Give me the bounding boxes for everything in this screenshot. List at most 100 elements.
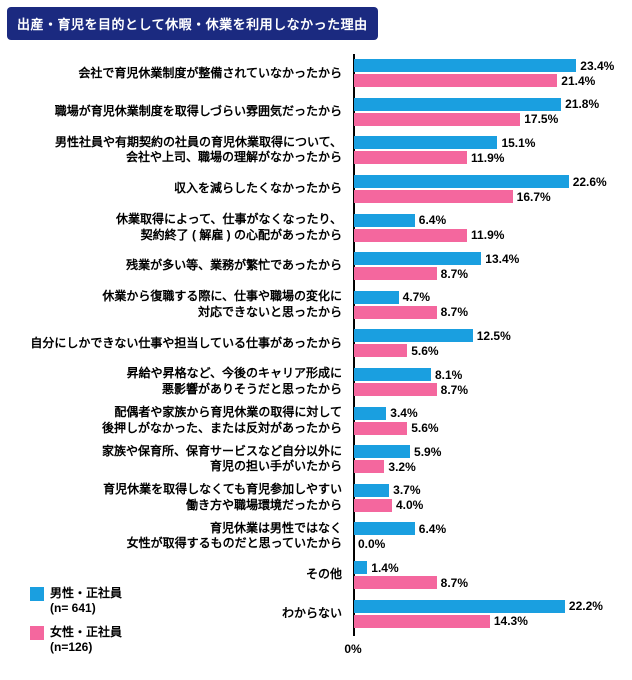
bar-female bbox=[354, 267, 437, 281]
bar-group: 1.4% 8.7% bbox=[354, 560, 632, 590]
bar-male bbox=[354, 406, 387, 420]
bar-line-female: 11.9% bbox=[354, 151, 632, 165]
category-label: 育児休業を取得しなくても育児参加しやすい 働き方や職場環境だったから bbox=[103, 482, 342, 512]
chart-row: 残業が多い等、業務が繁忙であったから 13.4% 8.7% bbox=[0, 247, 632, 286]
value-label-male: 3.4% bbox=[390, 406, 418, 421]
value-label-female: 16.7% bbox=[516, 189, 551, 204]
chart-row: 会社で育児休業制度が整備されていなかったから 23.4% 21.4% bbox=[0, 54, 632, 93]
legend-n-female: (n=126) bbox=[50, 640, 93, 654]
bar-female bbox=[354, 228, 468, 242]
bar-female bbox=[354, 344, 408, 358]
bar-group: 8.1% 8.7% bbox=[354, 368, 632, 397]
bar-chart: 会社で育児休業制度が整備されていなかったから 23.4% 21.4% 職場が育児休業制… bbox=[0, 54, 632, 674]
bar-line-female: 8.7% bbox=[354, 266, 632, 281]
bar-line-female: 8.7% bbox=[354, 575, 632, 590]
value-label-male: 6.4% bbox=[418, 521, 447, 536]
value-label-female: 0.0% bbox=[358, 536, 386, 551]
bar-female bbox=[354, 151, 468, 165]
bar-group: 13.4% 8.7% bbox=[354, 251, 632, 281]
bar-line-male: 21.8% bbox=[354, 97, 632, 112]
bar-male bbox=[354, 290, 399, 304]
value-label-male: 1.4% bbox=[371, 560, 399, 575]
bar-line-male: 1.4% bbox=[354, 560, 632, 575]
chart-row: その他 1.4% 8.7% bbox=[0, 556, 632, 595]
bar-male bbox=[354, 329, 473, 343]
bar-line-male: 23.4% bbox=[354, 59, 632, 73]
value-label-male: 4.7% bbox=[402, 290, 430, 305]
value-label-male: 22.2% bbox=[568, 599, 603, 614]
value-label-male: 22.6% bbox=[572, 174, 607, 189]
chart-rows: 会社で育児休業制度が整備されていなかったから 23.4% 21.4% 職場が育児休業制… bbox=[0, 54, 632, 633]
bar-female bbox=[354, 74, 558, 88]
bar-group: 15.1% 11.9% bbox=[354, 135, 632, 165]
chart-row: 休業から復職する際に、仕事や職場の変化に 対応できないと思ったから 4.7% 8.7… bbox=[0, 286, 632, 325]
bar-female bbox=[354, 498, 392, 512]
bar-line-male: 6.4% bbox=[354, 521, 632, 536]
bar-group: 5.9% 3.2% bbox=[354, 444, 632, 474]
bar-line-male: 15.1% bbox=[354, 135, 632, 150]
bar-line-female: 4.0% bbox=[354, 498, 632, 513]
bar-male bbox=[354, 483, 390, 497]
bar-male bbox=[354, 136, 498, 150]
bar-line-female: 11.9% bbox=[354, 228, 632, 243]
bar-female bbox=[354, 190, 513, 204]
value-label-female: 3.2% bbox=[388, 459, 416, 474]
value-label-female: 8.7% bbox=[440, 382, 468, 397]
bar-line-female: 21.4% bbox=[354, 73, 632, 88]
chart-row: 育児休業は男性ではなく 女性が取得するものだと思っていたから 6.4% 0.0% bbox=[0, 517, 632, 556]
bar-line-male: 22.6% bbox=[354, 174, 632, 189]
bar-male bbox=[354, 175, 569, 189]
bar-line-female: 16.7% bbox=[354, 189, 632, 204]
category-label: 残業が多い等、業務が繁忙であったから bbox=[126, 258, 342, 273]
bar-line-female: 5.6% bbox=[354, 421, 632, 436]
chart-row: 育児休業を取得しなくても育児参加しやすい 働き方や職場環境だったから 3.7% 4.… bbox=[0, 479, 632, 518]
bar-line-male: 4.7% bbox=[354, 290, 632, 305]
bar-group: 6.4% 0.0% bbox=[354, 521, 632, 551]
category-label: 昇給や昇格など、今後のキャリア形成に 悪影響がありそうだと思ったから bbox=[126, 366, 342, 397]
category-label: 男性社員や有期契約の社員の育児休業取得について、 会社や上司、職場の理解がなかっ… bbox=[54, 134, 342, 165]
value-label-male: 5.9% bbox=[414, 444, 442, 459]
bar-female bbox=[354, 576, 437, 590]
value-label-male: 12.5% bbox=[476, 328, 511, 343]
bar-female bbox=[354, 383, 437, 397]
bar-male bbox=[354, 445, 411, 459]
bar-line-male: 3.7% bbox=[354, 483, 632, 497]
bar-group: 3.7% 4.0% bbox=[354, 483, 632, 513]
value-label-female: 11.9% bbox=[471, 228, 505, 243]
value-label-male: 15.1% bbox=[501, 135, 536, 150]
bar-male bbox=[354, 252, 482, 266]
value-label-female: 5.6% bbox=[411, 421, 439, 436]
bar-line-female: 14.3% bbox=[354, 614, 632, 628]
bar-female bbox=[354, 460, 385, 474]
bar-line-female: 17.5% bbox=[354, 112, 632, 127]
bar-male bbox=[354, 561, 368, 575]
value-label-female: 8.7% bbox=[440, 575, 468, 590]
bar-male bbox=[354, 522, 415, 536]
value-label-female: 4.0% bbox=[396, 498, 424, 513]
value-label-female: 21.4% bbox=[561, 73, 596, 88]
value-label-female: 8.7% bbox=[440, 266, 468, 281]
bar-male bbox=[354, 213, 415, 227]
bar-female bbox=[354, 614, 490, 628]
chart-row: 収入を減らしたくなかったから 22.6% 16.7% bbox=[0, 170, 632, 209]
legend-label-female: 女性・正社員 bbox=[50, 625, 123, 639]
chart-row: 配偶者や家族から育児休業の取得に対して 後押しがなかった、または反対があったから… bbox=[0, 401, 632, 440]
value-label-male: 21.8% bbox=[565, 97, 600, 112]
bar-line-female: 3.2% bbox=[354, 459, 632, 474]
chart-row: 男性社員や有期契約の社員の育児休業取得について、 会社や上司、職場の理解がなかっ… bbox=[0, 131, 632, 170]
value-label-female: 17.5% bbox=[524, 112, 559, 127]
bar-male bbox=[354, 599, 565, 613]
category-label: 会社で育児休業制度が整備されていなかったから bbox=[78, 65, 342, 80]
value-label-male: 13.4% bbox=[485, 251, 520, 266]
legend-item-female: 女性・正社員 (n=126) bbox=[30, 625, 122, 655]
category-label: 育児休業は男性ではなく 女性が取得するものだと思っていたから bbox=[126, 520, 342, 551]
category-label: 休業取得によって、仕事がなくなったり、 契約終了 ( 解雇 ) の心配があったか… bbox=[116, 212, 342, 242]
chart-row: 休業取得によって、仕事がなくなったり、 契約終了 ( 解雇 ) の心配があったか… bbox=[0, 208, 632, 247]
bar-male bbox=[354, 368, 431, 382]
category-label: 配偶者や家族から育児休業の取得に対して 後押しがなかった、または反対があったから bbox=[101, 405, 342, 435]
category-label: 自分にしかできない仕事や担当している仕事があったから bbox=[30, 335, 342, 350]
bar-line-female: 8.7% bbox=[354, 382, 632, 397]
chart-row: 自分にしかできない仕事や担当している仕事があったから 12.5% 5.6% bbox=[0, 324, 632, 363]
bar-male bbox=[354, 97, 562, 111]
bar-group: 4.7% 8.7% bbox=[354, 290, 632, 319]
